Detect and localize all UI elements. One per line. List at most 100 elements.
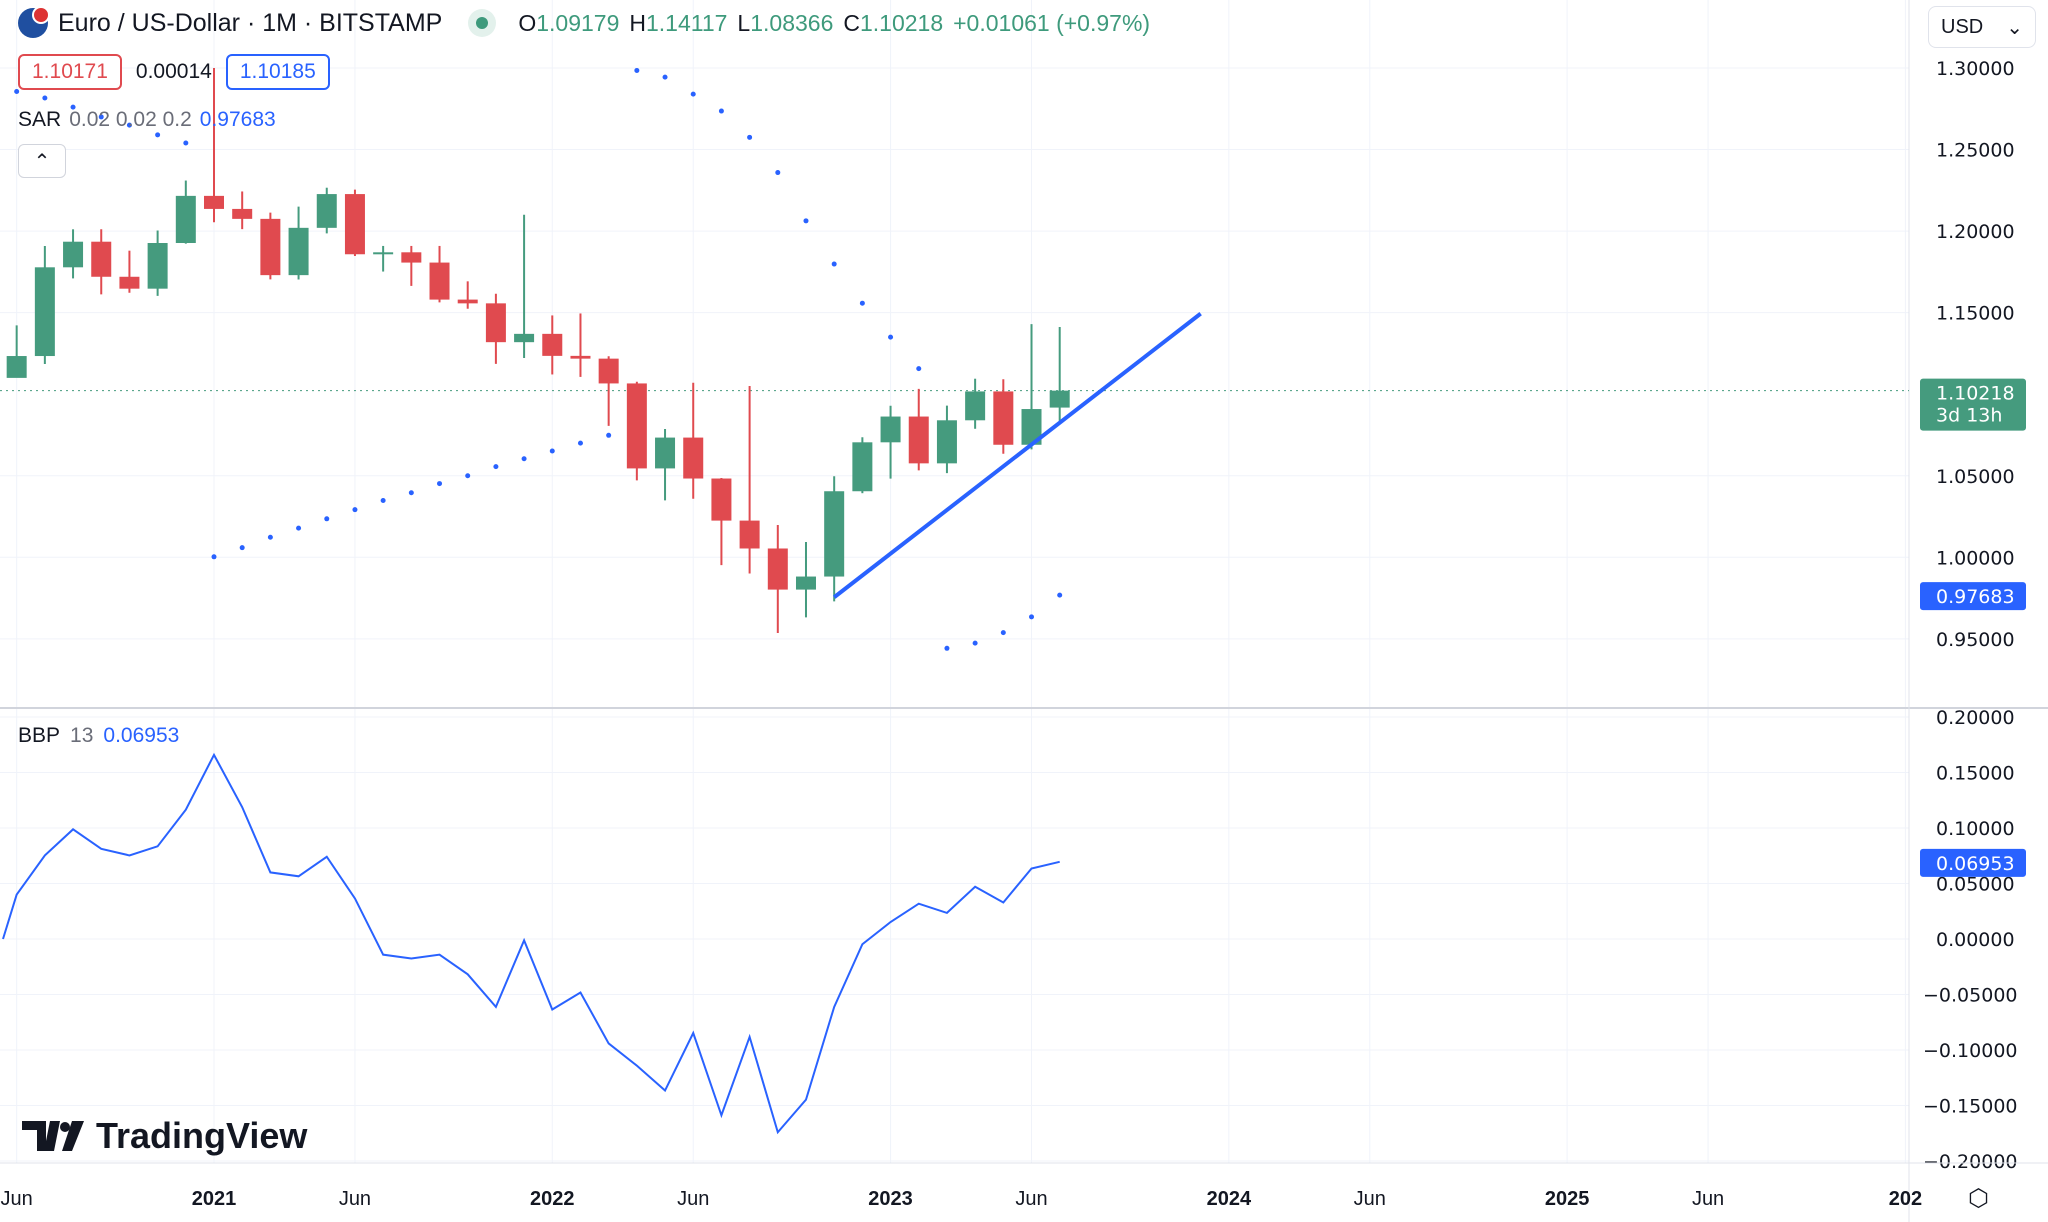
candle-body bbox=[570, 355, 591, 359]
candle[interactable] bbox=[260, 212, 281, 280]
sar-dot bbox=[126, 122, 132, 128]
candle[interactable] bbox=[119, 250, 140, 293]
candle[interactable] bbox=[175, 180, 196, 244]
time-tick: Jun bbox=[339, 1188, 371, 1210]
candle[interactable] bbox=[824, 476, 845, 602]
candle[interactable] bbox=[429, 245, 450, 303]
candle-body bbox=[316, 194, 337, 228]
candle[interactable] bbox=[34, 245, 55, 365]
candle-body bbox=[655, 437, 676, 469]
candle[interactable] bbox=[485, 293, 506, 364]
bbp-tick: −0.05000 bbox=[1923, 985, 2018, 1007]
bbp-tick: 0.15000 bbox=[1936, 763, 2015, 785]
candle[interactable] bbox=[880, 405, 901, 479]
candle[interactable] bbox=[457, 281, 478, 309]
candle-body bbox=[429, 262, 450, 300]
candle[interactable] bbox=[1021, 324, 1042, 450]
tradingview-logo-icon bbox=[22, 1121, 84, 1151]
candle[interactable] bbox=[6, 325, 27, 378]
candle-body bbox=[514, 333, 535, 343]
tradingview-logo[interactable]: TradingView bbox=[22, 1115, 307, 1157]
candle[interactable] bbox=[514, 214, 535, 358]
candle[interactable] bbox=[288, 206, 309, 280]
candle[interactable] bbox=[63, 229, 84, 279]
candle[interactable] bbox=[993, 379, 1014, 454]
currency-select[interactable]: USD ⌄ bbox=[1928, 6, 2036, 48]
sar-price-label: 0.97683 bbox=[1920, 582, 2026, 611]
candle[interactable] bbox=[316, 187, 337, 234]
sar-dot bbox=[634, 67, 640, 73]
candle[interactable] bbox=[795, 541, 816, 618]
candle[interactable] bbox=[1049, 327, 1070, 421]
time-tick: Jun bbox=[1015, 1188, 1047, 1210]
sar-price-label-text: 0.97683 bbox=[1936, 586, 2015, 608]
candle[interactable] bbox=[147, 230, 168, 296]
candle-body bbox=[1049, 390, 1070, 408]
candle-body bbox=[711, 478, 732, 521]
bbp-legend[interactable]: BBP 13 0.06953 bbox=[18, 724, 180, 747]
candle-body bbox=[767, 548, 788, 590]
candle-body bbox=[626, 383, 647, 469]
candle[interactable] bbox=[401, 245, 422, 286]
candle[interactable] bbox=[767, 525, 788, 633]
sar-dot bbox=[14, 88, 20, 94]
trendline[interactable] bbox=[832, 312, 1202, 599]
time-tick: 2021 bbox=[192, 1188, 237, 1210]
sar-dot bbox=[521, 456, 527, 462]
bbp-tick: −0.20000 bbox=[1923, 1151, 2018, 1173]
candle-body bbox=[147, 243, 168, 289]
time-tick: Jun bbox=[1692, 1188, 1724, 1210]
sar-dot bbox=[380, 498, 386, 504]
eur-usd-flag-icon bbox=[18, 6, 50, 38]
price-tick: 1.00000 bbox=[1936, 547, 2015, 569]
candle[interactable] bbox=[570, 313, 591, 377]
price-tick: 0.95000 bbox=[1936, 629, 2015, 651]
sar-dot bbox=[267, 534, 273, 540]
collapse-legend-button[interactable]: ⌃ bbox=[18, 144, 66, 178]
candle-body bbox=[91, 241, 112, 277]
bbp-tick: 0.00000 bbox=[1936, 929, 2015, 951]
bbp-value-label: 0.06953 bbox=[1920, 848, 2026, 877]
candle-body bbox=[936, 420, 957, 464]
candle[interactable] bbox=[344, 189, 365, 257]
candle[interactable] bbox=[739, 386, 760, 574]
spread: 0.00014 bbox=[135, 60, 212, 83]
candle[interactable] bbox=[711, 478, 732, 566]
buy-button[interactable]: 1.10185 bbox=[225, 54, 330, 90]
candle[interactable] bbox=[91, 229, 112, 295]
sar-dot bbox=[155, 132, 161, 138]
sar-dot bbox=[606, 432, 612, 438]
candle[interactable] bbox=[598, 356, 619, 426]
sell-button[interactable]: 1.10171 bbox=[18, 54, 122, 90]
sar-dot bbox=[859, 300, 865, 306]
sar-dot bbox=[352, 507, 358, 513]
candle[interactable] bbox=[655, 428, 676, 501]
candle[interactable] bbox=[204, 68, 224, 223]
sar-legend[interactable]: SAR 0.02 0.02 0.2 0.97683 bbox=[18, 108, 276, 131]
chevron-down-icon: ⌄ bbox=[2006, 16, 2023, 39]
symbol-title[interactable]: Euro / US-Dollar · 1M · BITSTAMP bbox=[58, 8, 443, 37]
bbp-tick: 0.10000 bbox=[1936, 818, 2015, 840]
candle[interactable] bbox=[232, 191, 253, 230]
candle[interactable] bbox=[683, 382, 704, 499]
bbp-tick: −0.10000 bbox=[1923, 1040, 2018, 1062]
candle[interactable] bbox=[542, 315, 563, 375]
candle[interactable] bbox=[626, 381, 647, 481]
sar-dot bbox=[718, 108, 724, 114]
market-status-icon[interactable] bbox=[468, 9, 497, 37]
candle[interactable] bbox=[936, 405, 957, 474]
bbp-tick: 0.05000 bbox=[1936, 874, 2015, 896]
candle[interactable] bbox=[373, 245, 394, 272]
candle[interactable] bbox=[908, 388, 929, 471]
candle-body bbox=[993, 391, 1014, 445]
sar-price-label-bg bbox=[1920, 582, 2026, 611]
ohlc-values: O1.09179 H1.14117 L1.08366 C1.10218 +0.0… bbox=[518, 9, 1151, 36]
candle[interactable] bbox=[852, 437, 873, 494]
price-tick: 1.15000 bbox=[1936, 303, 2015, 325]
time-tick: 2022 bbox=[530, 1188, 575, 1210]
candle[interactable] bbox=[965, 378, 986, 429]
settings-icon[interactable]: ⬡ bbox=[1968, 1185, 1989, 1212]
candle-body bbox=[908, 416, 929, 464]
